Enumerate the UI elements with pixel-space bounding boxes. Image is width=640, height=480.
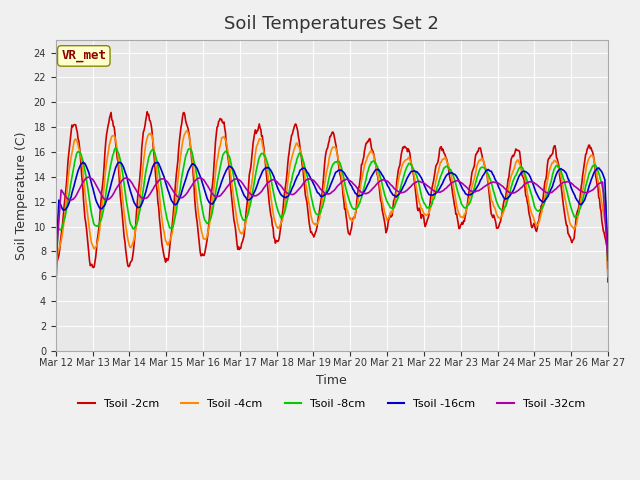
Tsoil -8cm [400,174,408,180]
Tsoil -2cm [416,206,424,212]
Tsoil -4cm [119,195,127,201]
Line: Tsoil -4cm: Tsoil -4cm [56,131,608,293]
Tsoil -8cm [604,265,612,271]
Line: Tsoil -32cm: Tsoil -32cm [56,177,608,263]
Line: Tsoil -2cm: Tsoil -2cm [56,112,608,294]
Tsoil -2cm [400,145,408,151]
Tsoil -4cm [416,201,424,206]
Tsoil -16cm [175,196,183,202]
Tsoil -2cm [119,216,127,222]
Line: Tsoil -8cm: Tsoil -8cm [56,148,608,278]
Tsoil -2cm [205,224,212,229]
Tsoil -8cm [62,210,70,216]
Line: Tsoil -16cm: Tsoil -16cm [56,162,608,264]
Tsoil -16cm [416,173,424,179]
Tsoil -8cm [416,185,424,191]
Tsoil -2cm [62,188,70,194]
Tsoil -32cm [604,257,612,263]
Tsoil -32cm [400,190,408,195]
Tsoil -32cm [205,185,212,191]
Tsoil -4cm [175,170,182,176]
Tsoil -32cm [120,176,127,182]
Tsoil -32cm [84,174,92,180]
Tsoil -8cm [112,145,120,151]
Tsoil -4cm [62,202,70,208]
Tsoil -8cm [52,275,60,281]
Tsoil -2cm [52,291,60,297]
Tsoil -8cm [120,176,127,181]
Tsoil -16cm [400,183,408,189]
Tsoil -32cm [416,179,424,184]
Tsoil -4cm [182,128,190,134]
Tsoil -2cm [143,109,151,115]
Tsoil -16cm [205,198,212,204]
Tsoil -32cm [52,260,60,265]
Tsoil -8cm [205,219,212,225]
Tsoil -4cm [604,274,612,280]
Tsoil -16cm [62,206,70,212]
Tsoil -32cm [62,193,70,199]
Tsoil -4cm [400,159,408,165]
X-axis label: Time: Time [317,374,348,387]
Tsoil -4cm [52,290,60,296]
Title: Soil Temperatures Set 2: Soil Temperatures Set 2 [225,15,439,33]
Tsoil -16cm [79,159,87,165]
Tsoil -16cm [604,255,612,261]
Tsoil -32cm [175,194,183,200]
Tsoil -2cm [175,138,183,144]
Legend: Tsoil -2cm, Tsoil -4cm, Tsoil -8cm, Tsoil -16cm, Tsoil -32cm: Tsoil -2cm, Tsoil -4cm, Tsoil -8cm, Tsoi… [74,395,589,414]
Tsoil -4cm [205,227,212,233]
Tsoil -16cm [120,164,127,169]
Y-axis label: Soil Temperature (C): Soil Temperature (C) [15,131,28,260]
Text: VR_met: VR_met [61,49,106,62]
Tsoil -2cm [604,279,612,285]
Tsoil -16cm [52,261,60,266]
Tsoil -8cm [175,190,183,196]
